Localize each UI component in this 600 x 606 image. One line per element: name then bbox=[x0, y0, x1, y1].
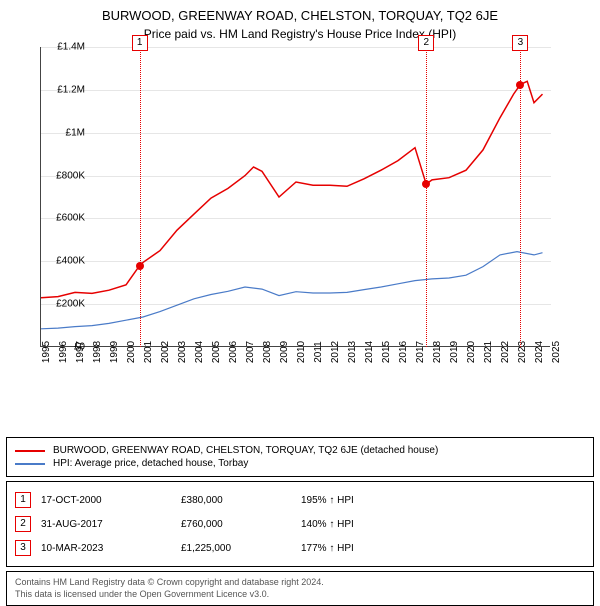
y-gridline bbox=[41, 47, 551, 48]
y-gridline bbox=[41, 176, 551, 177]
x-tick-label: 2021 bbox=[483, 341, 494, 363]
x-tick-label: 2014 bbox=[364, 341, 375, 363]
x-tick-label: 2024 bbox=[534, 341, 545, 363]
x-tick-label: 2025 bbox=[551, 341, 562, 363]
x-tick-label: 2013 bbox=[347, 341, 358, 363]
y-gridline bbox=[41, 261, 551, 262]
event-number-box: 1 bbox=[132, 35, 148, 51]
y-tick-label: £1M bbox=[66, 127, 85, 138]
chart-title: BURWOOD, GREENWAY ROAD, CHELSTON, TORQUA… bbox=[0, 0, 600, 23]
x-tick-label: 2017 bbox=[415, 341, 426, 363]
series-line bbox=[41, 81, 543, 297]
x-tick-label: 2019 bbox=[449, 341, 460, 363]
x-tick-label: 2015 bbox=[381, 341, 392, 363]
event-pct: 177% ↑ HPI bbox=[301, 543, 421, 554]
event-marker-line bbox=[140, 47, 141, 347]
chart-subtitle: Price paid vs. HM Land Registry's House … bbox=[0, 23, 600, 47]
y-tick-label: £800K bbox=[56, 170, 85, 181]
y-tick-label: £400K bbox=[56, 256, 85, 267]
chart-container: BURWOOD, GREENWAY ROAD, CHELSTON, TORQUA… bbox=[0, 0, 600, 590]
event-number-box: 2 bbox=[418, 35, 434, 51]
event-marker-dot bbox=[136, 262, 144, 270]
event-row: 3 10-MAR-2023 £1,225,000 177% ↑ HPI bbox=[15, 536, 585, 560]
x-tick-label: 2020 bbox=[466, 341, 477, 363]
x-tick-label: 1998 bbox=[92, 341, 103, 363]
line-chart-svg bbox=[41, 47, 551, 347]
event-number: 2 bbox=[15, 516, 31, 532]
footer-line-1: Contains HM Land Registry data © Crown c… bbox=[15, 577, 585, 589]
event-number: 3 bbox=[15, 540, 31, 556]
event-pct: 140% ↑ HPI bbox=[301, 519, 421, 530]
x-tick-label: 2016 bbox=[398, 341, 409, 363]
x-tick-label: 2006 bbox=[228, 341, 239, 363]
x-tick-label: 2012 bbox=[330, 341, 341, 363]
footer-attribution: Contains HM Land Registry data © Crown c… bbox=[6, 571, 594, 606]
x-tick-label: 2022 bbox=[500, 341, 511, 363]
x-tick-label: 1995 bbox=[41, 341, 52, 363]
x-tick-label: 2018 bbox=[432, 341, 443, 363]
event-date: 31-AUG-2017 bbox=[41, 519, 171, 530]
event-number: 1 bbox=[15, 492, 31, 508]
events-table: 1 17-OCT-2000 £380,000 195% ↑ HPI 2 31-AUG-20… bbox=[6, 481, 594, 567]
x-tick-label: 2011 bbox=[313, 341, 324, 363]
y-tick-label: £0 bbox=[74, 342, 85, 353]
y-gridline bbox=[41, 90, 551, 91]
y-gridline bbox=[41, 133, 551, 134]
event-marker-dot bbox=[422, 180, 430, 188]
x-tick-label: 2000 bbox=[126, 341, 137, 363]
x-tick-label: 2007 bbox=[245, 341, 256, 363]
event-date: 17-OCT-2000 bbox=[41, 495, 171, 506]
x-tick-label: 2001 bbox=[143, 341, 154, 363]
event-price: £380,000 bbox=[181, 495, 291, 506]
event-price: £760,000 bbox=[181, 519, 291, 530]
event-row: 2 31-AUG-2017 £760,000 140% ↑ HPI bbox=[15, 512, 585, 536]
event-marker-line bbox=[426, 47, 427, 347]
x-tick-label: 2003 bbox=[177, 341, 188, 363]
x-tick-label: 2004 bbox=[194, 341, 205, 363]
series-line bbox=[41, 252, 543, 329]
x-tick-label: 2008 bbox=[262, 341, 273, 363]
legend-row: HPI: Average price, detached house, Torb… bbox=[15, 457, 585, 470]
x-tick-label: 1999 bbox=[109, 341, 120, 363]
chart-area: 1995199619971998199920002001200220032004… bbox=[40, 47, 600, 397]
y-gridline bbox=[41, 218, 551, 219]
x-tick-label: 2010 bbox=[296, 341, 307, 363]
x-tick-label: 1996 bbox=[58, 341, 69, 363]
event-price: £1,225,000 bbox=[181, 543, 291, 554]
legend-swatch bbox=[15, 450, 45, 452]
event-pct: 195% ↑ HPI bbox=[301, 495, 421, 506]
x-tick-label: 2002 bbox=[160, 341, 171, 363]
x-tick-label: 2009 bbox=[279, 341, 290, 363]
footer-line-2: This data is licensed under the Open Gov… bbox=[15, 589, 585, 601]
y-tick-label: £1.4M bbox=[57, 42, 85, 53]
y-tick-label: £1.2M bbox=[57, 84, 85, 95]
event-marker-dot bbox=[516, 81, 524, 89]
y-tick-label: £600K bbox=[56, 213, 85, 224]
x-tick-label: 2005 bbox=[211, 341, 222, 363]
legend-swatch bbox=[15, 463, 45, 465]
legend-label: BURWOOD, GREENWAY ROAD, CHELSTON, TORQUA… bbox=[53, 445, 438, 456]
event-row: 1 17-OCT-2000 £380,000 195% ↑ HPI bbox=[15, 488, 585, 512]
event-marker-line bbox=[520, 47, 521, 347]
x-tick-label: 2023 bbox=[517, 341, 528, 363]
event-number-box: 3 bbox=[512, 35, 528, 51]
y-tick-label: £200K bbox=[56, 299, 85, 310]
y-gridline bbox=[41, 304, 551, 305]
legend-label: HPI: Average price, detached house, Torb… bbox=[53, 458, 248, 469]
event-date: 10-MAR-2023 bbox=[41, 543, 171, 554]
legend-row: BURWOOD, GREENWAY ROAD, CHELSTON, TORQUA… bbox=[15, 444, 585, 457]
legend-box: BURWOOD, GREENWAY ROAD, CHELSTON, TORQUA… bbox=[6, 437, 594, 477]
plot-region: 1995199619971998199920002001200220032004… bbox=[40, 47, 550, 347]
